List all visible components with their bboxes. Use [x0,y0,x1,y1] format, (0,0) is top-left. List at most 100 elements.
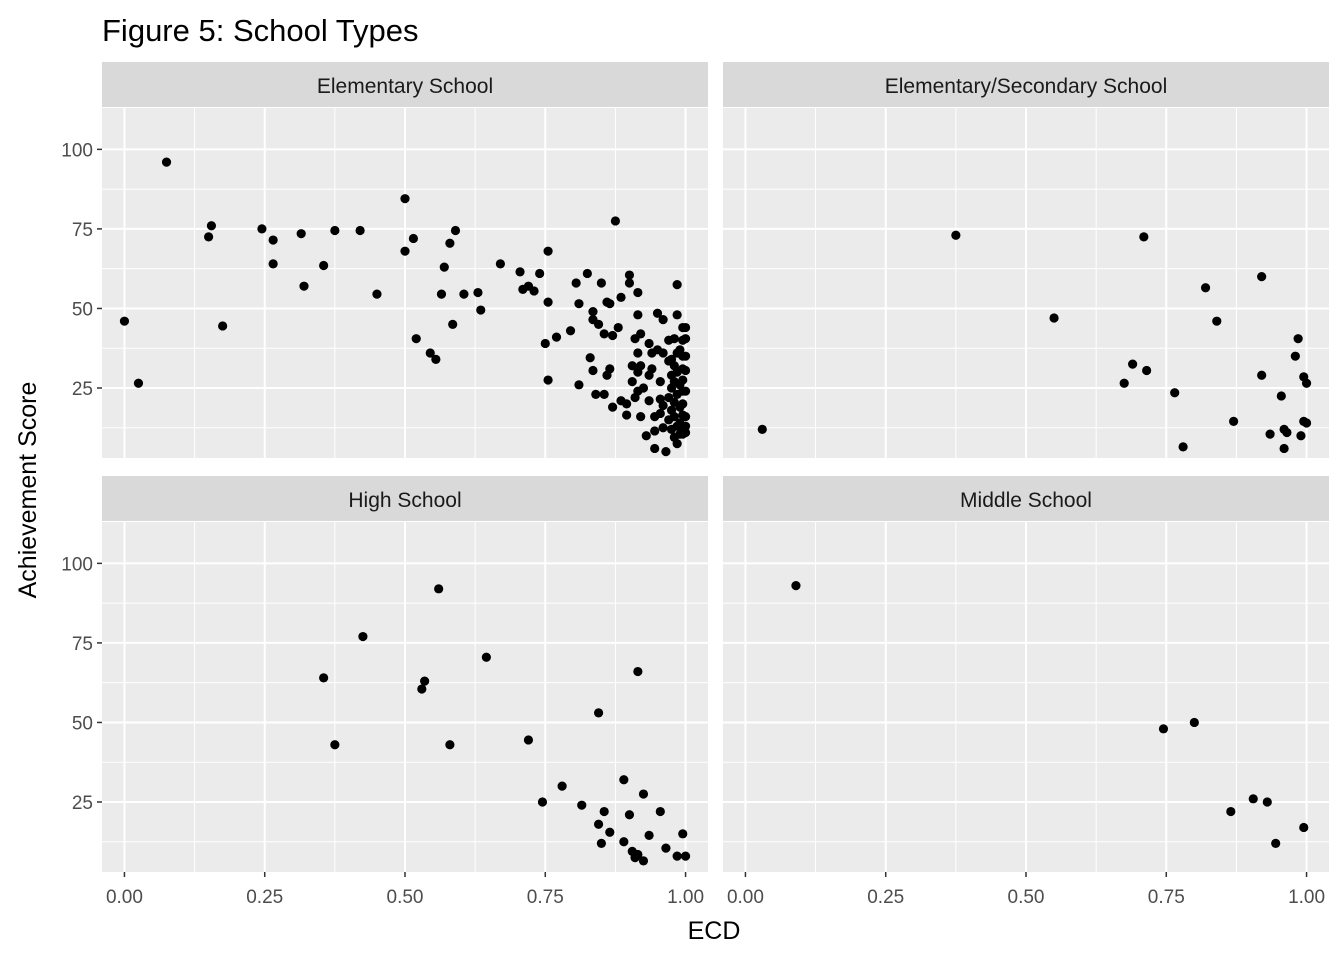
data-point [680,351,691,361]
data-point [619,775,629,785]
data-point [593,708,604,718]
data-point [658,314,668,325]
data-point [644,338,654,349]
data-point [1226,806,1236,817]
data-point [574,380,584,390]
data-point [450,225,461,236]
data-point [319,260,329,271]
data-point [672,279,682,290]
data-point [680,851,691,861]
data-point [551,332,562,342]
data-point [1212,316,1222,326]
data-point [218,321,228,331]
x-tick-label: 0.75 [527,887,564,908]
data-point [661,447,671,457]
facet-panel: Elementary School 25 50 75 100 [61,62,708,458]
facet-panel: Elementary/Secondary School [723,62,1329,458]
y-tick-label: 50 [72,299,93,320]
y-tick-label: 75 [72,634,93,655]
data-point [355,225,365,236]
data-point [616,292,626,302]
data-point [1158,724,1169,734]
data-point [650,443,660,454]
x-axis-title: ECD [688,917,741,945]
data-point [650,426,660,436]
data-point [599,389,609,399]
data-point [624,810,635,820]
x-tick-label: 0.25 [246,887,283,908]
data-point [1257,272,1267,282]
data-point [636,361,646,371]
data-point [641,431,651,441]
data-point [481,652,491,662]
data-point [408,233,419,244]
data-point [372,289,382,299]
data-point [537,797,548,807]
data-point [133,378,144,388]
data-point [680,427,691,438]
x-tick-label: 1.00 [667,887,704,908]
data-point [535,268,545,279]
data-point [757,424,767,434]
data-point [204,232,214,242]
facet-panel: Middle School 0.00 0.25 0.50 0.75 1.00 [723,476,1329,908]
data-point [330,740,340,750]
data-point [425,348,435,358]
data-point [582,268,592,279]
facet-strip [723,476,1329,521]
data-point [543,246,553,256]
x-tick-label: 1.00 [1288,887,1325,908]
data-point [1301,378,1312,388]
x-tick-label: 0.25 [867,887,904,908]
y-tick-label: 100 [61,140,93,161]
data-point [565,326,576,336]
data-point [678,399,688,409]
data-point [436,289,447,299]
data-point [605,827,615,837]
data-point [445,238,455,248]
data-point [417,684,427,694]
data-point [411,334,421,344]
data-point [588,307,598,317]
data-point [434,584,444,594]
data-point [652,308,663,318]
data-point [1119,378,1129,388]
data-point [1271,838,1281,848]
data-point [1262,797,1272,807]
data-point [655,806,665,817]
data-point [680,421,691,431]
data-point [515,267,525,277]
data-point [206,221,217,231]
data-point [119,316,130,326]
data-point [622,410,632,420]
x-tick-label: 0.00 [727,887,764,908]
data-point [1178,442,1188,452]
data-point [636,412,646,422]
data-point [1170,388,1180,398]
data-point [658,348,668,358]
data-point [459,289,469,299]
data-point [476,305,486,315]
data-point [596,278,606,288]
data-point [593,319,604,329]
data-point [680,365,691,376]
data-point [473,287,483,298]
data-point [591,389,601,399]
data-point [680,334,691,344]
data-point [1200,283,1211,293]
data-point [593,819,604,829]
data-point [319,673,329,683]
data-point [680,412,691,422]
data-point [268,235,278,245]
data-point [1282,427,1292,438]
data-point [571,278,581,288]
data-point [585,353,595,363]
facet-strip-label: Elementary/Secondary School [885,75,1168,98]
y-tick-label: 100 [61,554,93,575]
data-point [680,386,691,396]
data-point [605,364,615,374]
data-point [678,829,688,839]
y-tick-label: 75 [72,220,93,241]
data-point [529,286,539,296]
data-point [495,259,505,269]
